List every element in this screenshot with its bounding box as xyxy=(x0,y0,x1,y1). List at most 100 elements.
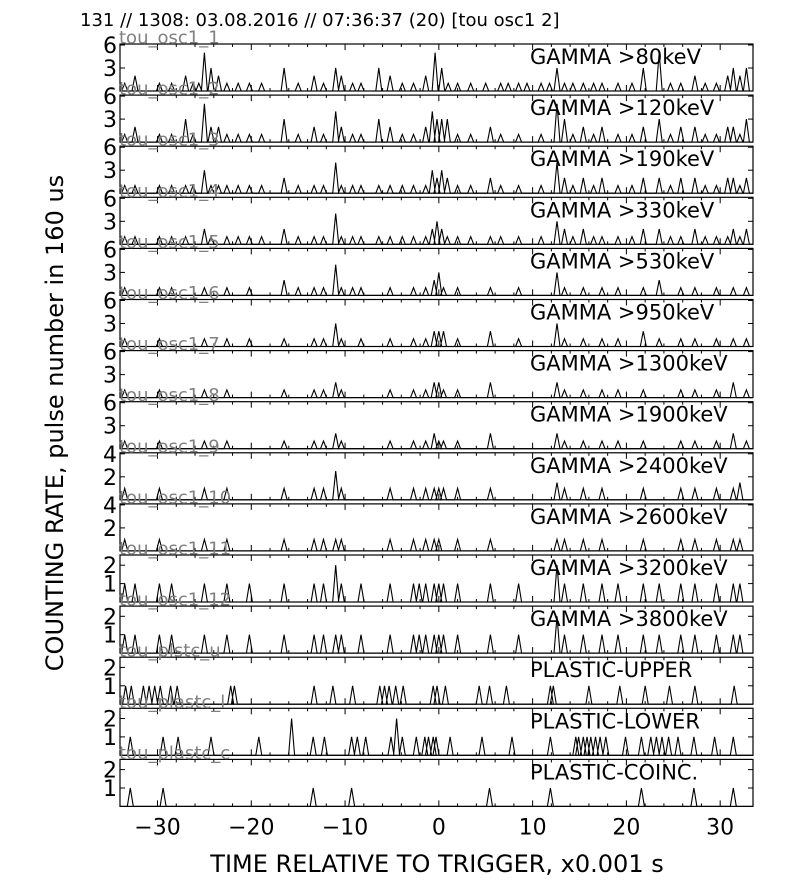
panel-name: GAMMA >1900keV xyxy=(530,403,728,427)
panel-2: 36 GAMMA >120keV tou_osc1_2 xyxy=(103,79,754,143)
series-line xyxy=(120,213,753,245)
y-tick-label: 3 xyxy=(103,57,117,82)
panel-name: GAMMA >330keV xyxy=(530,198,715,222)
y-tick-label: 3 xyxy=(103,159,117,184)
x-tick-label: 30 xyxy=(706,815,734,840)
panel-name: GAMMA >530keV xyxy=(530,249,715,273)
series-line xyxy=(120,264,753,296)
panel-9: 24 GAMMA >2400keV tou_osc1_9 xyxy=(103,436,754,501)
y-tick-label: 3 xyxy=(103,415,117,440)
panel-tag: tou_osc1_11 xyxy=(119,539,231,560)
panel-name: PLASTIC-LOWER xyxy=(530,709,700,733)
series-line xyxy=(120,52,753,92)
panel-5: 36 GAMMA >530keV tou_osc1_5 xyxy=(103,232,754,296)
y-tick-label: 4 xyxy=(103,494,117,519)
panel-3: 36 GAMMA >190keV tou_osc1_3 xyxy=(103,130,754,194)
y-tick-label: 4 xyxy=(103,443,117,468)
panel-name: GAMMA >2600keV xyxy=(530,505,728,529)
panel-name: GAMMA >3200keV xyxy=(530,556,728,580)
panel-10: 24 GAMMA >2600keV tou_osc1_10 xyxy=(103,487,754,552)
chart-title: 131 // 1308: 03.08.2016 // 07:36:37 (20)… xyxy=(80,10,560,31)
y-tick-label: 6 xyxy=(103,85,117,110)
y-tick-label: 2 xyxy=(103,605,117,630)
y-tick-label: 1 xyxy=(103,573,117,598)
y-tick-label: 6 xyxy=(103,136,117,161)
series-line xyxy=(120,471,753,501)
panel-tag: tou_osc1_8 xyxy=(119,385,220,406)
series-line xyxy=(120,565,753,603)
y-tick-label: 2 xyxy=(103,517,117,542)
panel-name: GAMMA >120keV xyxy=(530,96,715,120)
panel-tag: tou_osc1_10 xyxy=(119,487,231,508)
series-line xyxy=(120,685,753,705)
y-tick-label: 6 xyxy=(103,392,117,417)
y-tick-label: 6 xyxy=(103,341,117,366)
x-tick-label: 0 xyxy=(432,815,446,840)
panel-tag: tou_osc1_7 xyxy=(119,334,220,355)
panel-name: GAMMA >3800keV xyxy=(530,607,728,631)
y-tick-label: 1 xyxy=(103,726,117,751)
series-line xyxy=(120,103,753,143)
y-tick-label: 1 xyxy=(103,777,117,802)
y-tick-label: 1 xyxy=(103,675,117,700)
series-line xyxy=(120,382,753,399)
panel-tag: tou_osc1_6 xyxy=(119,283,220,304)
panel-14: 12 PLASTIC-LOWER tou_plastc_l xyxy=(103,692,754,756)
panel-tag: tou_osc1_1 xyxy=(119,28,220,49)
y-tick-label: 3 xyxy=(103,313,117,338)
panel-tag: tou_osc1_3 xyxy=(119,130,220,151)
y-tick-label: 6 xyxy=(103,34,117,59)
panel-13: 12 PLASTIC-UPPER tou_plstc_u xyxy=(103,641,754,705)
panel-tag: tou_osc1_5 xyxy=(119,232,220,253)
y-tick-label: 6 xyxy=(103,187,117,212)
series-line xyxy=(120,537,753,552)
series-line xyxy=(120,162,753,194)
x-tick-label: 20 xyxy=(612,815,640,840)
panel-tag: tou_osc1_4 xyxy=(119,181,220,202)
series-line xyxy=(120,616,753,654)
series-line xyxy=(120,787,753,807)
x-tick-label: −30 xyxy=(134,815,180,840)
y-tick-label: 3 xyxy=(103,108,117,133)
panel-tag: tou_osc1_12 xyxy=(119,590,231,611)
panel-name: GAMMA >1300keV xyxy=(530,352,728,376)
panel-8: 36 GAMMA >1900keV tou_osc1_8 xyxy=(103,385,754,450)
y-tick-label: 6 xyxy=(103,290,117,315)
series-line xyxy=(120,433,753,450)
panel-11: 12 GAMMA >3200keV tou_osc1_11 xyxy=(103,539,754,603)
panel-7: 36 GAMMA >1300keV tou_osc1_7 xyxy=(103,334,754,399)
panel-tag: tou_plastc_l xyxy=(119,692,225,713)
panel-name: GAMMA >190keV xyxy=(530,147,715,171)
panel-name: GAMMA >950keV xyxy=(530,301,715,325)
y-tick-label: 6 xyxy=(103,238,117,263)
y-tick-label: 2 xyxy=(103,554,117,579)
y-tick-label: 1 xyxy=(103,624,117,649)
x-tick-label: 10 xyxy=(519,815,547,840)
y-tick-label: 3 xyxy=(103,210,117,235)
x-tick-label: −10 xyxy=(322,815,368,840)
panel-name: PLASTIC-UPPER xyxy=(530,658,692,682)
series-line xyxy=(120,323,753,348)
x-axis-label: TIME RELATIVE TO TRIGGER, x0.001 s xyxy=(209,850,663,878)
y-tick-label: 3 xyxy=(103,364,117,389)
x-axis: −30 −20 −10 0 10 20 30 xyxy=(134,815,734,840)
y-tick-label: 2 xyxy=(103,708,117,733)
panel-tag: tou_osc1_2 xyxy=(119,79,220,100)
panel-name: GAMMA >80keV xyxy=(530,45,702,69)
y-tick-label: 3 xyxy=(103,261,117,286)
panel-6: 36 GAMMA >950keV tou_osc1_6 xyxy=(103,283,754,348)
series-line xyxy=(120,718,753,756)
panel-tag: tou_plastc_c xyxy=(119,743,230,764)
panel-15: 12 PLASTIC-COINC. tou_plastc_c xyxy=(103,743,754,808)
y-tick-label: 2 xyxy=(103,466,117,491)
y-axis-label: COUNTING RATE, pulse number in 160 us xyxy=(41,175,69,671)
y-tick-label: 2 xyxy=(103,656,117,681)
panel-tag: tou_plstc_u xyxy=(119,641,221,662)
panel-name: PLASTIC-COINC. xyxy=(530,760,698,784)
panel-4: 36 GAMMA >330keV tou_osc1_4 xyxy=(103,181,754,245)
panel-tag: tou_osc1_9 xyxy=(119,436,220,457)
y-tick-label: 2 xyxy=(103,759,117,784)
x-tick-label: −20 xyxy=(228,815,274,840)
